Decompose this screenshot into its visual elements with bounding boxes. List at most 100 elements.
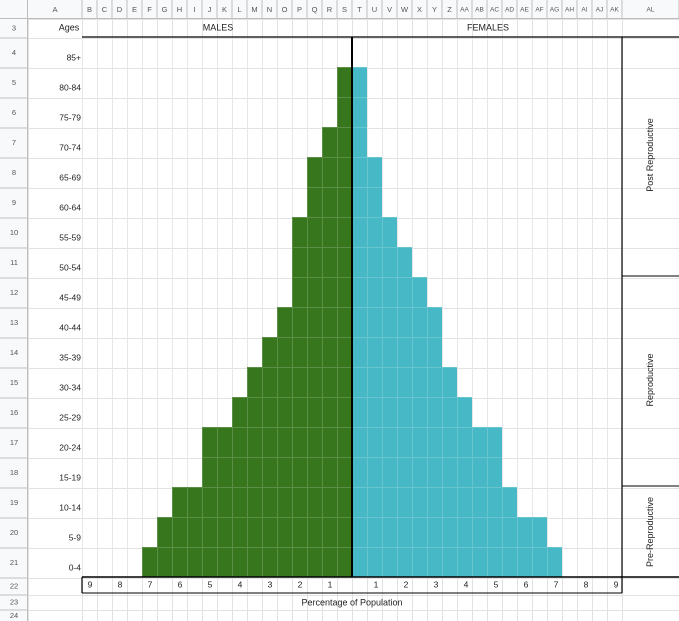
column-header-label: W	[401, 5, 409, 14]
column-header-R[interactable]: R	[327, 0, 338, 19]
column-header-AF[interactable]: AF	[535, 0, 548, 19]
bar-female-35-39	[352, 337, 442, 367]
column-header-AC[interactable]: AC	[490, 0, 503, 19]
column-header-F[interactable]: F	[147, 0, 158, 19]
bar-female-25-29	[352, 397, 472, 427]
row-header-label: 12	[10, 288, 18, 297]
bar-male-20-24	[202, 427, 352, 457]
tick-male-6: 6	[178, 579, 183, 589]
row-header-label: 17	[10, 438, 18, 447]
column-header-H[interactable]: H	[177, 0, 188, 19]
column-header-label: L	[237, 5, 241, 14]
column-header-Q[interactable]: Q	[312, 0, 323, 19]
column-header-Z[interactable]: Z	[447, 0, 458, 19]
column-header-label: N	[267, 5, 272, 14]
column-header-AI[interactable]: AI	[581, 0, 593, 19]
bar-male-50-54	[292, 247, 352, 277]
column-header-E[interactable]: E	[132, 0, 143, 19]
row-header-11[interactable]: 11	[0, 258, 28, 279]
tick-male-2: 2	[298, 579, 303, 589]
bar-male-30-34	[247, 367, 352, 397]
row-header-20[interactable]: 20	[0, 528, 28, 549]
column-header-B[interactable]: B	[87, 0, 98, 19]
column-header-A[interactable]: A	[52, 0, 83, 19]
bar-male-70-74	[322, 127, 352, 157]
row-header-4[interactable]: 4	[0, 48, 28, 69]
column-header-W[interactable]: W	[401, 0, 413, 19]
column-header-AK[interactable]: AK	[610, 0, 623, 19]
row-header-12[interactable]: 12	[0, 288, 28, 309]
row-header-9[interactable]: 9	[0, 198, 28, 219]
row-header-label: 4	[12, 48, 16, 57]
row-header-label: 3	[12, 23, 16, 32]
bar-female-10-14	[352, 487, 517, 517]
column-header-S[interactable]: S	[342, 0, 353, 19]
column-header-AH[interactable]: AH	[565, 0, 578, 19]
column-header-AG[interactable]: AG	[550, 0, 563, 19]
column-header-bar	[0, 0, 679, 19]
row-header-7[interactable]: 7	[0, 138, 28, 159]
row-header-3[interactable]: 3	[0, 23, 28, 39]
age-label-80-84: 80-84	[59, 82, 81, 92]
tick-male-5: 5	[208, 579, 213, 589]
row-header-17[interactable]: 17	[0, 438, 28, 459]
column-header-AD[interactable]: AD	[505, 0, 518, 19]
column-header-label: P	[297, 5, 302, 14]
age-label-5-9: 5-9	[69, 532, 82, 542]
column-header-D[interactable]: D	[117, 0, 128, 19]
column-header-AA[interactable]: AA	[460, 0, 473, 19]
column-header-G[interactable]: G	[162, 0, 173, 19]
column-header-C[interactable]: C	[102, 0, 113, 19]
row-header-bar	[0, 19, 28, 621]
row-header-5[interactable]: 5	[0, 78, 28, 99]
age-label-40-44: 40-44	[59, 322, 81, 332]
column-header-AB[interactable]: AB	[475, 0, 488, 19]
row-header-24[interactable]: 24	[0, 611, 28, 621]
column-header-label: X	[417, 5, 422, 14]
column-header-I[interactable]: I	[193, 0, 203, 19]
column-header-label: AD	[505, 7, 514, 14]
row-header-10[interactable]: 10	[0, 228, 28, 249]
row-header-19[interactable]: 19	[0, 498, 28, 519]
column-header-M[interactable]: M	[251, 0, 263, 19]
row-header-21[interactable]: 21	[0, 558, 28, 579]
column-header-label: H	[177, 5, 182, 14]
row-header-18[interactable]: 18	[0, 468, 28, 489]
row-header-14[interactable]: 14	[0, 348, 28, 369]
row-header-label: 23	[10, 597, 18, 606]
row-header-6[interactable]: 6	[0, 108, 28, 129]
males-header: MALES	[203, 22, 234, 32]
row-header-13[interactable]: 13	[0, 318, 28, 339]
column-header-X[interactable]: X	[417, 0, 428, 19]
column-header-L[interactable]: L	[237, 0, 248, 19]
column-header-V[interactable]: V	[387, 0, 398, 19]
age-label-65-69: 65-69	[59, 172, 81, 182]
tick-male-3: 3	[268, 579, 273, 589]
column-header-U[interactable]: U	[372, 0, 383, 19]
column-header-label: AC	[490, 7, 499, 14]
column-header-O[interactable]: O	[282, 0, 293, 19]
age-label-10-14: 10-14	[59, 502, 81, 512]
row-header-8[interactable]: 8	[0, 168, 28, 189]
age-label-55-59: 55-59	[59, 232, 81, 242]
row-header-15[interactable]: 15	[0, 378, 28, 399]
column-header-T[interactable]: T	[357, 0, 368, 19]
column-header-P[interactable]: P	[297, 0, 308, 19]
column-header-AL[interactable]: AL	[647, 0, 679, 19]
tick-male-9: 9	[88, 579, 93, 589]
column-header-AJ[interactable]: AJ	[596, 0, 608, 19]
stage-label-pre-reproductive: Pre-Reproductive	[645, 497, 655, 567]
row-header-23[interactable]: 23	[0, 597, 28, 611]
bar-female-80-84	[352, 67, 367, 97]
row-header-label: 18	[10, 468, 18, 477]
column-header-J[interactable]: J	[208, 0, 218, 19]
column-header-N[interactable]: N	[267, 0, 278, 19]
column-header-Y[interactable]: Y	[432, 0, 443, 19]
row-header-16[interactable]: 16	[0, 408, 28, 429]
percentage-tick-labels: 9 8 7 6 5 4 3 2 1 1 2 3 4 5 6 7 8 9	[88, 579, 619, 589]
row-header-label: 9	[12, 198, 16, 207]
row-header-22[interactable]: 22	[0, 581, 28, 596]
column-header-AE[interactable]: AE	[520, 0, 533, 19]
column-header-K[interactable]: K	[222, 0, 233, 19]
age-label-85+: 85+	[67, 52, 81, 62]
